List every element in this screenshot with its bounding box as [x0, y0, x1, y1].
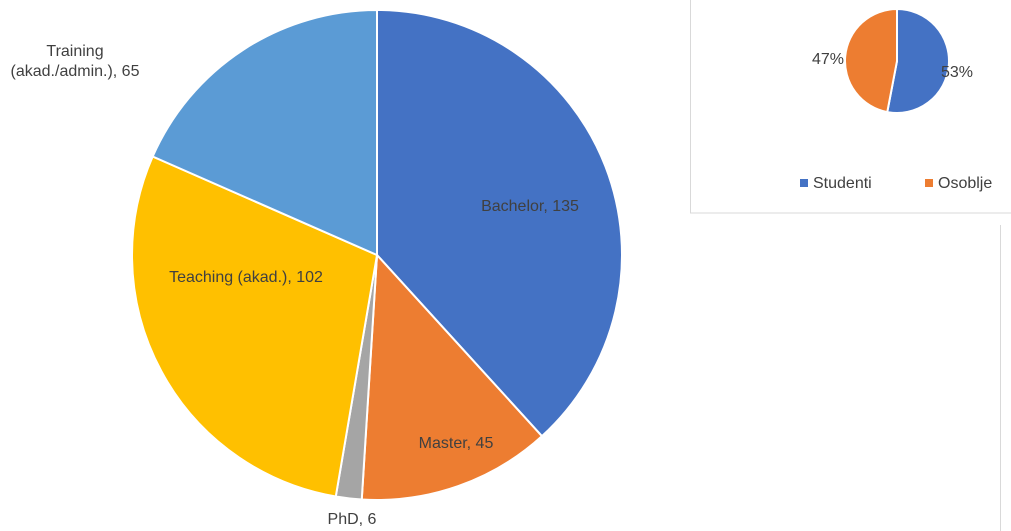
data-label: Teaching (akad.), 102	[169, 269, 323, 286]
data-label: Training (akad./admin.), 65	[10, 43, 140, 80]
data-label: 53%	[940, 64, 974, 81]
legend-label: Osoblje	[938, 175, 992, 192]
data-label: 47%	[811, 51, 845, 68]
pie-slice	[886, 7, 950, 114]
pie-slice	[151, 8, 378, 257]
data-label: Master, 45	[418, 435, 494, 452]
data-label: PhD, 6	[327, 511, 377, 528]
legend-swatch	[925, 179, 933, 187]
pie-slice	[376, 8, 623, 438]
data-label: Bachelor, 135	[481, 198, 579, 215]
pie-slice	[131, 155, 379, 498]
pie-slice	[844, 7, 898, 114]
pie-slice	[360, 252, 544, 501]
legend-swatch	[800, 179, 808, 187]
legend-label: Studenti	[813, 175, 872, 192]
